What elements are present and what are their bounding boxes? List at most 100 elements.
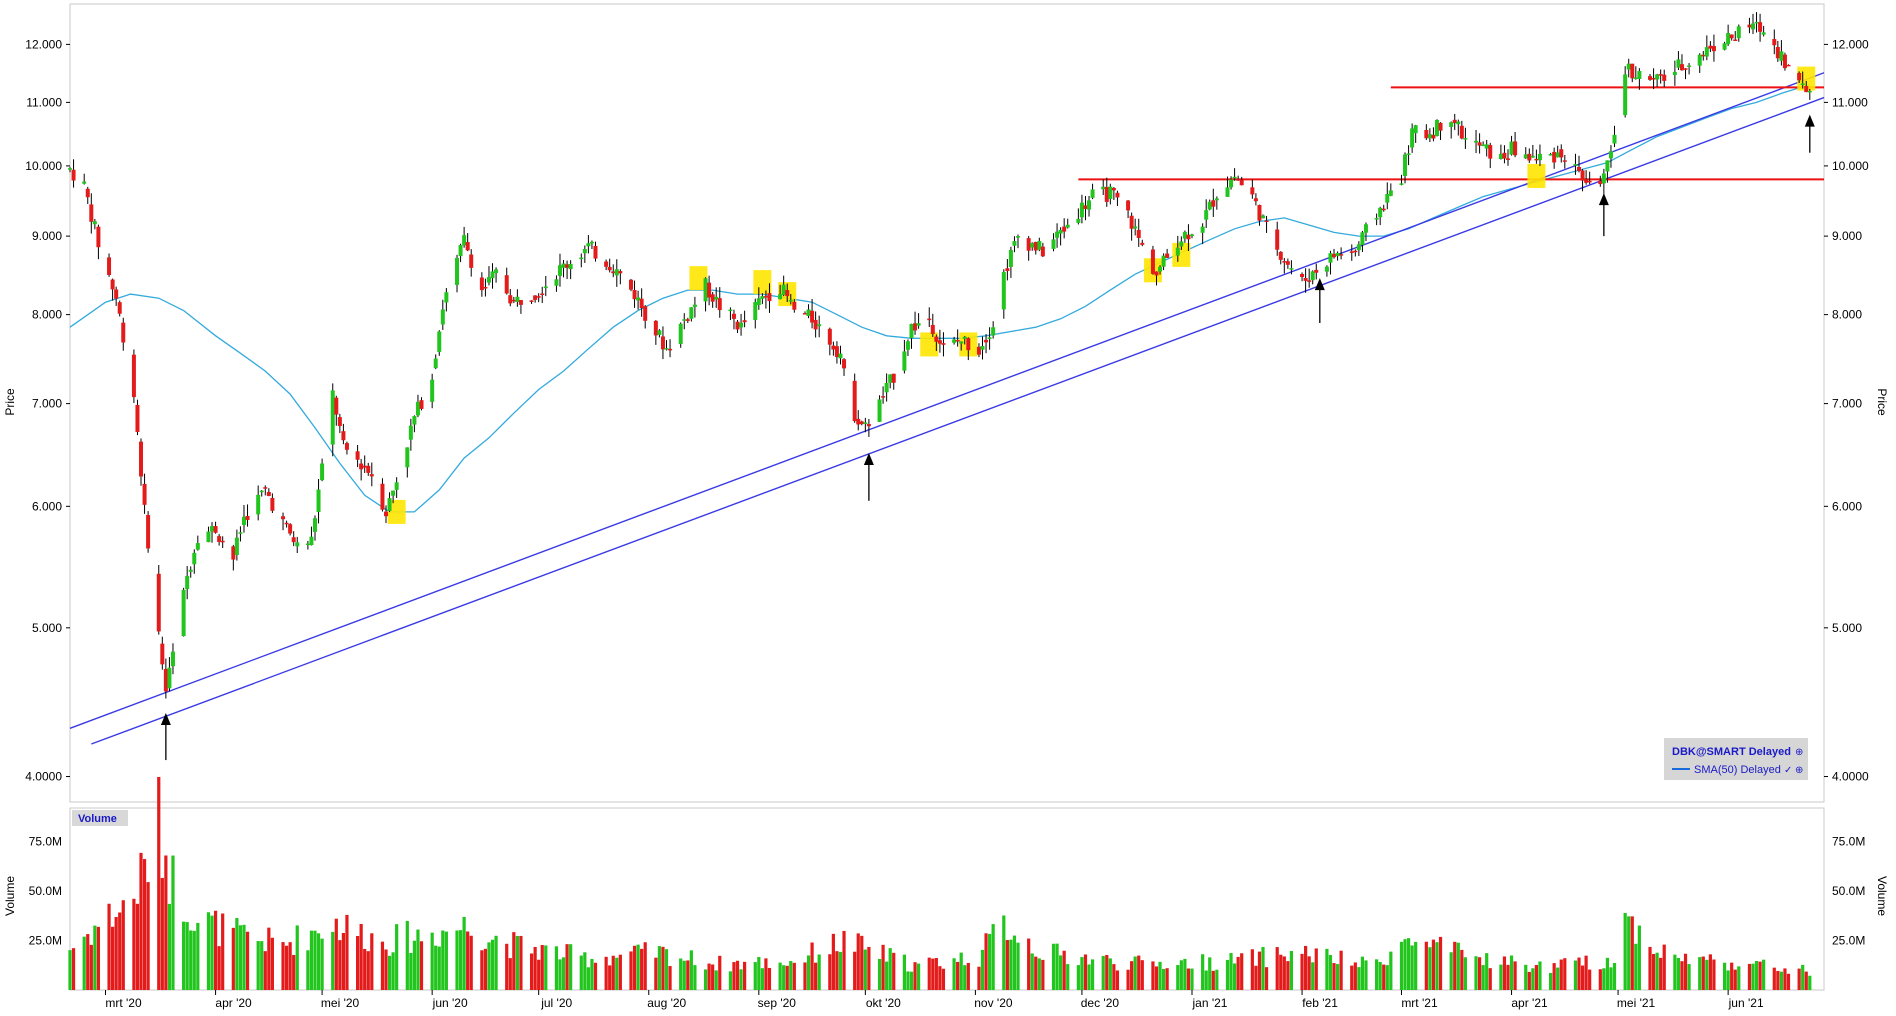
- volume-bar: [1137, 955, 1141, 990]
- candle-body: [1012, 241, 1017, 246]
- legend-symbol-mark[interactable]: ⊕: [1795, 747, 1803, 758]
- volume-bar: [533, 946, 537, 990]
- volume-axis-label-right: Volume: [1875, 876, 1889, 916]
- candle-body: [1683, 68, 1688, 70]
- volume-bar: [1438, 936, 1443, 990]
- legend-sma-check[interactable]: ✓: [1784, 765, 1792, 776]
- volume-bar: [405, 920, 409, 990]
- candle-body: [92, 221, 97, 225]
- volume-axis-label-left: Volume: [3, 876, 17, 916]
- volume-bar: [1161, 968, 1166, 990]
- candle-body: [881, 396, 886, 398]
- x-tick-label: sep '20: [758, 996, 797, 1010]
- candle-body: [1584, 179, 1589, 183]
- volume-bar: [1630, 916, 1634, 990]
- volume-bar: [270, 937, 274, 990]
- candle-body: [380, 483, 385, 510]
- volume-bar: [1211, 970, 1215, 990]
- volume-bar: [430, 932, 434, 990]
- candle-body: [714, 296, 719, 300]
- candle-body: [678, 323, 683, 345]
- candle-body: [245, 515, 250, 520]
- volume-bar: [196, 922, 200, 990]
- candle-body: [966, 338, 971, 351]
- candle-body: [1577, 166, 1582, 171]
- volume-bar: [1449, 952, 1453, 990]
- candle-body: [362, 465, 367, 468]
- legend-sma-mark[interactable]: ⊕: [1795, 765, 1803, 776]
- volume-bar: [1385, 965, 1389, 990]
- candle-body: [490, 271, 495, 279]
- volume-bar: [466, 931, 470, 990]
- volume-bar: [1648, 946, 1652, 990]
- volume-bar: [654, 957, 658, 990]
- candle-body: [1587, 180, 1592, 183]
- volume-bar: [1375, 959, 1379, 990]
- volume-bar: [739, 969, 743, 990]
- candle-body: [1580, 170, 1585, 181]
- candle-body: [195, 543, 200, 550]
- candle-body: [82, 181, 87, 184]
- volume-bar: [1232, 963, 1237, 990]
- price-tick-label: 5.000: [32, 621, 62, 635]
- arrow-head: [863, 452, 874, 465]
- candle-body: [1733, 39, 1738, 42]
- volume-bar: [1424, 941, 1428, 990]
- volume-bar: [1350, 965, 1354, 990]
- volume-bar: [1754, 961, 1759, 990]
- volume-bar: [1314, 948, 1318, 990]
- volume-bar: [384, 949, 388, 990]
- volume-panel-label: Volume: [78, 813, 117, 825]
- candle-body: [1573, 164, 1578, 166]
- candle-body: [728, 309, 733, 312]
- volume-bar: [306, 950, 310, 990]
- volume-bar: [93, 925, 97, 990]
- candle-body: [220, 540, 225, 543]
- volume-bar: [1186, 968, 1191, 990]
- candle-body: [984, 339, 989, 343]
- candle-body: [1456, 121, 1461, 125]
- candle-body: [618, 271, 623, 274]
- candle-body: [266, 491, 271, 496]
- volume-bar: [1130, 961, 1134, 990]
- candle-body: [657, 330, 662, 335]
- volume-bar: [867, 946, 871, 990]
- volume-bar: [1431, 939, 1436, 990]
- candle-body: [391, 490, 396, 496]
- volume-bar: [1012, 935, 1017, 990]
- volume-bar: [1140, 960, 1144, 990]
- volume-bar: [434, 945, 438, 990]
- volume-bar: [632, 945, 637, 990]
- volume-bar: [569, 944, 573, 990]
- volume-bar: [114, 916, 118, 990]
- volume-bar: [1655, 952, 1659, 990]
- volume-bar: [334, 918, 338, 990]
- candle-body: [1406, 153, 1411, 155]
- highlight-box: [689, 266, 708, 291]
- candle-body: [1562, 160, 1567, 162]
- candle-body: [355, 451, 360, 460]
- volume-bar: [814, 962, 818, 990]
- candle-body: [1786, 64, 1791, 67]
- volume-bar: [370, 933, 374, 990]
- volume-bar: [686, 960, 690, 990]
- volume-bar: [1176, 965, 1180, 990]
- candle-body: [1548, 154, 1553, 156]
- candle-body: [806, 309, 811, 317]
- candle-body: [1612, 134, 1617, 144]
- candle-body: [259, 490, 264, 493]
- x-tick-label: okt '20: [866, 996, 901, 1010]
- candle-body: [760, 296, 765, 299]
- candle-body: [1115, 192, 1120, 198]
- volume-bar: [1165, 968, 1169, 990]
- candle-body: [1214, 198, 1219, 201]
- x-tick-label: jun '20: [432, 996, 468, 1010]
- candle-body: [1449, 122, 1454, 127]
- volume-bar: [537, 959, 541, 990]
- volume-bar: [164, 855, 168, 990]
- volume-bar: [565, 944, 569, 990]
- volume-bar: [206, 912, 211, 990]
- volume-bar: [1264, 967, 1269, 990]
- volume-bar: [927, 957, 931, 990]
